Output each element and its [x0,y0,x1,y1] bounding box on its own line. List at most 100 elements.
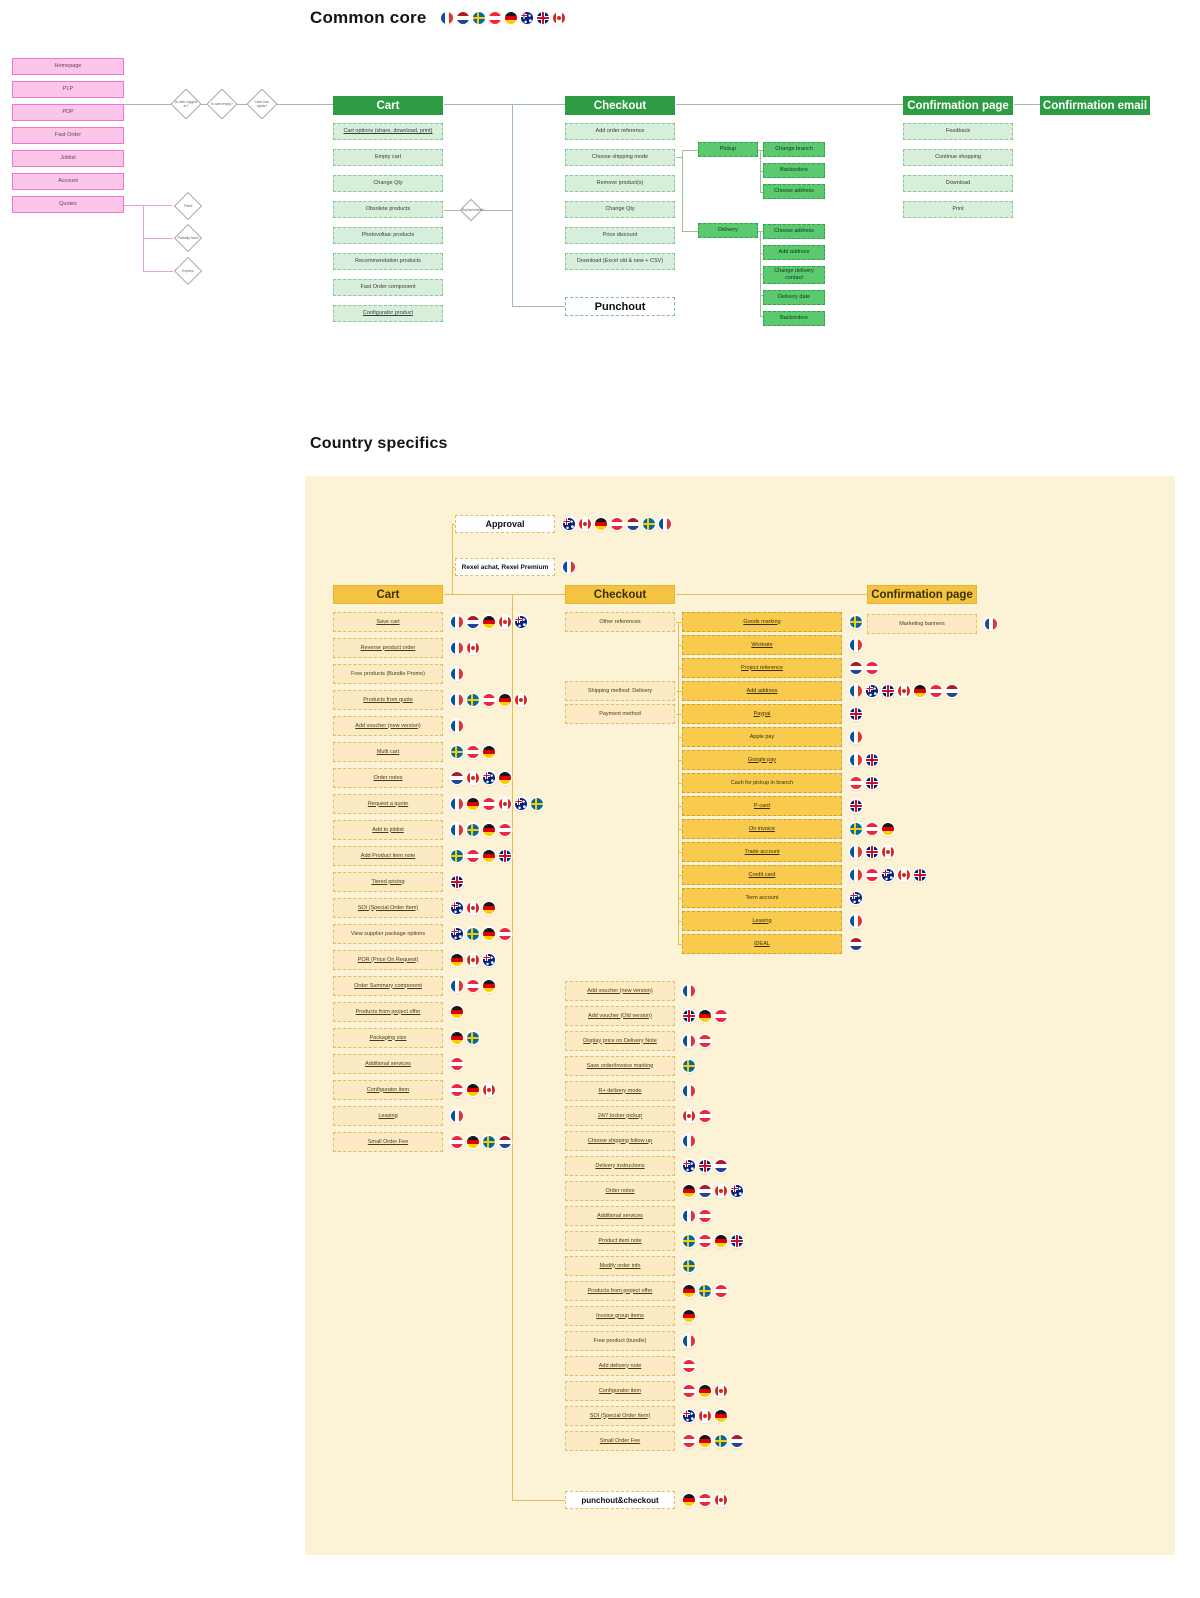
country-cart-feature-box[interactable]: Add Product item note [333,846,443,866]
page-box[interactable]: Quotes [12,196,124,213]
country-cart-feature-box[interactable]: Order Summary component [333,976,443,996]
checkout-sub-option-box[interactable]: Worksite [682,635,842,655]
decision-diamond[interactable]: Fixed [173,191,203,221]
confirmation-feature-box[interactable]: Feedback [903,123,1013,140]
checkout-sub-option-box[interactable]: Google pay [682,750,842,770]
page-box[interactable]: Homepage [12,58,124,75]
country-checkout-feature-box[interactable]: Choose shipping follow up [565,1131,675,1151]
punchout-checkout-box[interactable]: punchout&checkout [565,1491,675,1509]
country-cart-feature-box[interactable]: View supplier package options [333,924,443,944]
checkout-header[interactable]: Checkout [565,96,675,115]
country-cart-feature-box[interactable]: Packaging size [333,1028,443,1048]
page-box[interactable]: PLP [12,81,124,98]
decision-diamond[interactable]: Is user logged in? [170,88,202,120]
cart-feature-box[interactable]: Obsolete products [333,201,443,218]
decision-diamond[interactable]: Replacement? [458,197,484,223]
country-cart-feature-box[interactable]: Leasing [333,1106,443,1126]
confirmation-feature-box[interactable]: Continue shopping [903,149,1013,166]
cart-header[interactable]: Cart [333,96,443,115]
country-cart-feature-box[interactable]: Products from quote [333,690,443,710]
checkout-sub-option-box[interactable]: Apple pay [682,727,842,747]
country-checkout-feature-box[interactable]: Configurator item [565,1381,675,1401]
country-checkout-feature-box[interactable]: Delivery instructions [565,1156,675,1176]
confirmation-page-header[interactable]: Confirmation page [903,96,1013,115]
page-box[interactable]: Account [12,173,124,190]
country-cart-feature-box[interactable]: SOI (Special Order Item) [333,898,443,918]
shipping-method-box[interactable]: Shipping method: Delivery [565,681,675,701]
checkout-sub-option-box[interactable]: Goods marking [682,612,842,632]
checkout-feature-box[interactable]: Choose shipping mode [565,149,675,166]
country-confirmation-feature-box[interactable]: Marketing banners [867,614,977,634]
country-cart-header[interactable]: Cart [333,585,443,604]
checkout-feature-box[interactable]: Download (Excel old & new + CSV) [565,253,675,270]
country-checkout-feature-box[interactable]: Free product (bundle) [565,1331,675,1351]
payment-method-box[interactable]: Payment method [565,704,675,724]
country-cart-feature-box[interactable]: Small Order Fee [333,1132,443,1152]
checkout-feature-box[interactable]: Add order reference [565,123,675,140]
page-box[interactable]: Joblist [12,150,124,167]
country-cart-feature-box[interactable]: Reverse product order [333,638,443,658]
checkout-sub-option-box[interactable]: Trade account [682,842,842,862]
cart-feature-box[interactable]: Fast Order component [333,279,443,296]
pickup-option-box[interactable]: Choose address [763,184,825,199]
pickup-option-box[interactable]: Backorders [763,163,825,178]
cart-feature-box[interactable]: Photovoltaic products [333,227,443,244]
country-cart-feature-box[interactable]: Save cart [333,612,443,632]
country-cart-feature-box[interactable]: Tiered pricing [333,872,443,892]
checkout-sub-option-box[interactable]: On invoice [682,819,842,839]
country-checkout-feature-box[interactable]: Small Order Fee [565,1431,675,1451]
checkout-feature-box[interactable]: Price discount [565,227,675,244]
delivery-option-box[interactable]: Choose address [763,224,825,239]
cart-feature-box[interactable]: Recommendation products [333,253,443,270]
decision-diamond[interactable]: Partially fixed [173,223,203,253]
country-checkout-feature-box[interactable]: Order notes [565,1181,675,1201]
pickup-option-box[interactable]: Change branch [763,142,825,157]
cart-feature-box[interactable]: Cart options (share, download, print) [333,123,443,140]
country-checkout-feature-box[interactable]: SOI (Special Order Item) [565,1406,675,1426]
pickup-box[interactable]: Pickup [698,142,758,157]
country-cart-feature-box[interactable]: Multi cart [333,742,443,762]
checkout-sub-option-box[interactable]: Cash for pickup in branch [682,773,842,793]
checkout-sub-option-box[interactable]: iDEAL [682,934,842,954]
decision-diamond[interactable]: User has rights? [246,88,278,120]
delivery-option-box[interactable]: Backorders [763,310,825,326]
delivery-box[interactable]: Delivery [698,223,758,238]
country-checkout-feature-box[interactable]: R+ delivery mode [565,1081,675,1101]
checkout-feature-box[interactable]: Change Qty [565,201,675,218]
decision-diamond[interactable]: Expires [173,256,203,286]
country-checkout-feature-box[interactable]: 24/7 locker pickup [565,1106,675,1126]
checkout-sub-option-box[interactable]: P-card [682,796,842,816]
country-cart-feature-box[interactable]: Free products (Bundle Promo) [333,664,443,684]
country-checkout-feature-box[interactable]: Save order/invoice marking [565,1056,675,1076]
country-cart-feature-box[interactable]: Order notes [333,768,443,788]
cart-feature-box[interactable]: Change Qty [333,175,443,192]
approval-box[interactable]: Approval [455,515,555,533]
cart-feature-box[interactable]: Configurator product [333,305,443,322]
country-cart-feature-box[interactable]: Additional services [333,1054,443,1074]
country-checkout-feature-box[interactable]: Product item note [565,1231,675,1251]
country-cart-feature-box[interactable]: Configurator item [333,1080,443,1100]
country-checkout-feature-box[interactable]: Additional services [565,1206,675,1226]
country-checkout-feature-box[interactable]: Add voucher (Old version) [565,1006,675,1026]
checkout-sub-option-box[interactable]: Project reference [682,658,842,678]
country-cart-feature-box[interactable]: Request a quote [333,794,443,814]
country-checkout-feature-box[interactable]: Modify order info [565,1256,675,1276]
country-checkout-header[interactable]: Checkout [565,585,675,604]
confirmation-email-header[interactable]: Confirmation email [1040,96,1150,115]
country-checkout-feature-box[interactable]: Display price on Delivery Note [565,1031,675,1051]
delivery-option-box[interactable]: Change delivery contact [763,266,825,284]
rexel-box[interactable]: Rexel achat, Rexel Premium [455,558,555,576]
country-checkout-feature-box[interactable]: Invoice group items [565,1306,675,1326]
punchout-box[interactable]: Punchout [565,297,675,316]
country-checkout-feature-box[interactable]: Products from project offer [565,1281,675,1301]
other-references-box[interactable]: Other references [565,612,675,632]
checkout-sub-option-box[interactable]: Paypal [682,704,842,724]
confirmation-feature-box[interactable]: Print [903,201,1013,218]
checkout-sub-option-box[interactable]: Credit card [682,865,842,885]
country-cart-feature-box[interactable]: Add voucher (new version) [333,716,443,736]
page-box[interactable]: Fast Order [12,127,124,144]
checkout-feature-box[interactable]: Remove product(s) [565,175,675,192]
decision-diamond[interactable]: Is cart empty? [206,88,238,120]
country-checkout-feature-box[interactable]: Add delivery note [565,1356,675,1376]
country-cart-feature-box[interactable]: Products from project offer [333,1002,443,1022]
